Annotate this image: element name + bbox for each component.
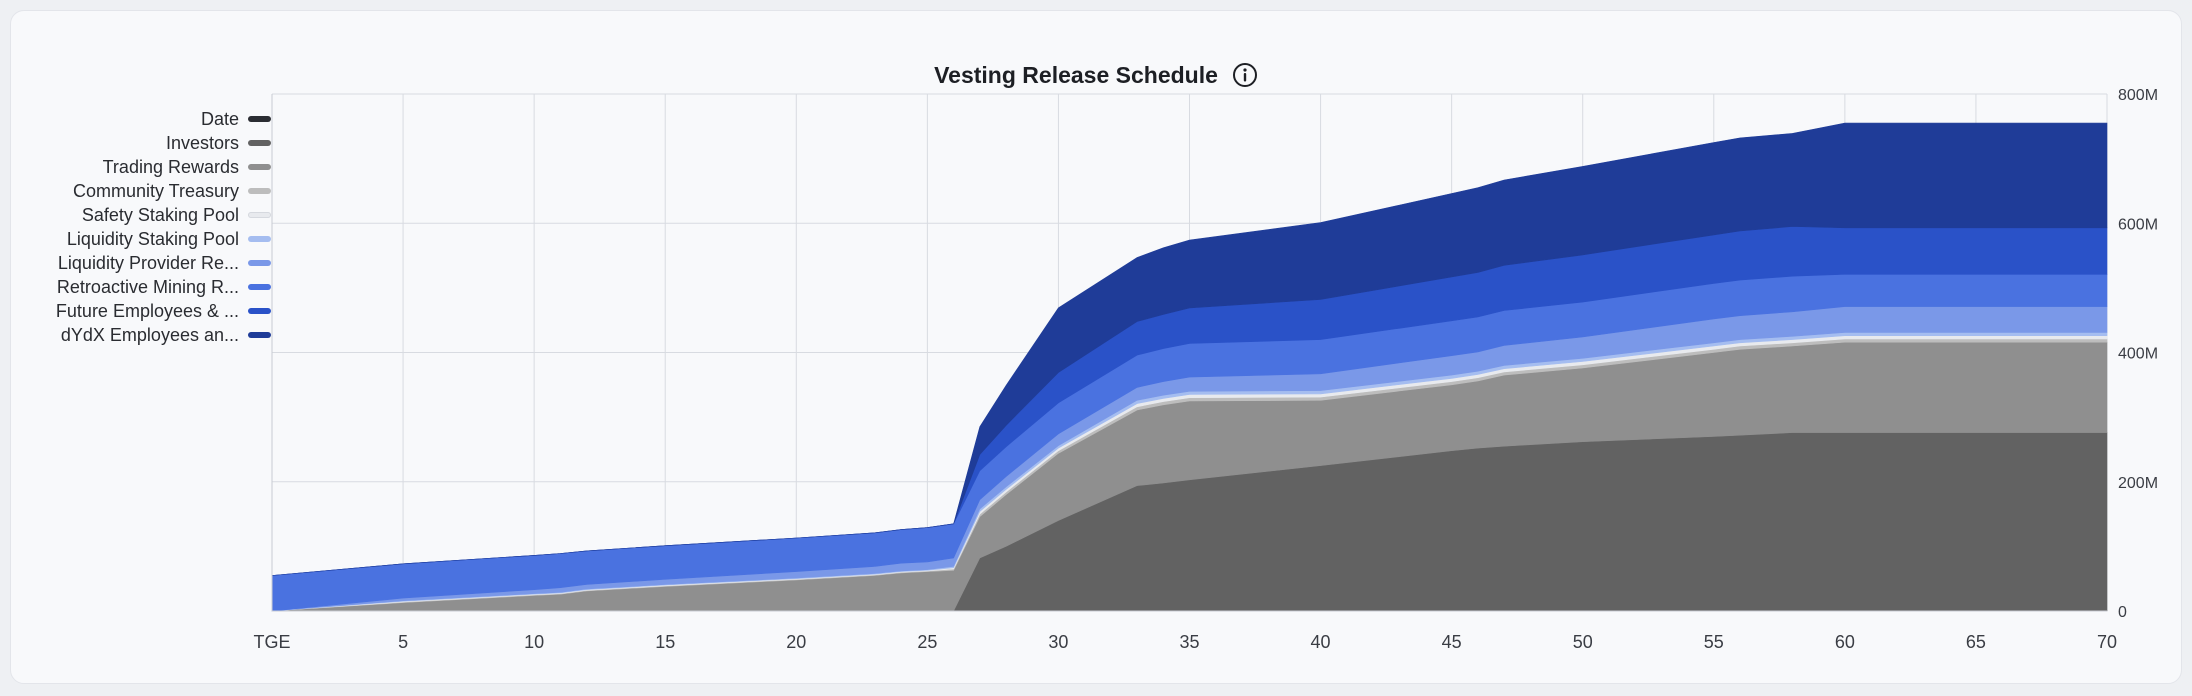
legend: Date Investors Trading Rewards Community Tr… <box>11 107 273 347</box>
legend-item[interactable]: Liquidity Provider Re... <box>11 251 273 275</box>
x-tick-label: 30 <box>1048 632 1068 652</box>
x-tick-label: 10 <box>524 632 544 652</box>
legend-label: Investors <box>165 132 239 153</box>
legend-swatch <box>248 332 271 338</box>
x-tick-label: 15 <box>655 632 675 652</box>
chart-title: Vesting Release Schedule <box>934 61 1218 88</box>
x-tick-label: 55 <box>1704 632 1724 652</box>
legend-item[interactable]: Community Treasury <box>11 179 273 203</box>
legend-swatch <box>248 188 271 194</box>
legend-swatch <box>248 260 271 266</box>
y-tick-label: 600M <box>2118 216 2158 233</box>
legend-label: Trading Rewards <box>102 156 239 177</box>
y-tick-label: 200M <box>2118 475 2158 492</box>
legend-swatch <box>248 284 271 290</box>
info-icon[interactable] <box>1232 62 1258 88</box>
x-tick-label: 70 <box>2097 632 2117 652</box>
legend-item[interactable]: Date <box>11 107 273 131</box>
x-tick-label: TGE <box>253 632 290 652</box>
area-series-dydx-employees-an <box>271 122 2108 576</box>
y-tick-label: 800M <box>2118 87 2158 104</box>
legend-label: Safety Staking Pool <box>81 204 239 225</box>
x-tick-label: 25 <box>917 632 937 652</box>
legend-swatch <box>248 308 271 314</box>
legend-swatch <box>248 236 271 242</box>
legend-item[interactable]: Liquidity Staking Pool <box>11 227 273 251</box>
x-tick-label: 45 <box>1442 632 1462 652</box>
legend-item[interactable]: dYdX Employees an... <box>11 323 273 347</box>
legend-label: Liquidity Provider Re... <box>57 252 239 273</box>
y-tick-label: 0 <box>2118 604 2127 621</box>
legend-item[interactable]: Trading Rewards <box>11 155 273 179</box>
y-tick-label: 400M <box>2118 346 2158 363</box>
legend-item[interactable]: Retroactive Mining R... <box>11 275 273 299</box>
x-tick-label: 65 <box>1966 632 1986 652</box>
legend-label: Date <box>200 108 239 129</box>
legend-item[interactable]: Future Employees & ... <box>11 299 273 323</box>
legend-swatch <box>248 212 271 218</box>
title-row: Vesting Release Schedule <box>11 59 2181 91</box>
legend-item[interactable]: Safety Staking Pool <box>11 203 273 227</box>
legend-item[interactable]: Investors <box>11 131 273 155</box>
x-tick-label: 35 <box>1179 632 1199 652</box>
x-tick-label: 60 <box>1835 632 1855 652</box>
legend-label: Retroactive Mining R... <box>56 276 239 297</box>
legend-label: Community Treasury <box>72 180 239 201</box>
legend-label: Future Employees & ... <box>55 300 239 321</box>
legend-swatch <box>248 140 271 146</box>
x-tick-label: 40 <box>1311 632 1331 652</box>
x-tick-label: 20 <box>786 632 806 652</box>
x-tick-label: 5 <box>398 632 408 652</box>
legend-label: Liquidity Staking Pool <box>66 228 239 249</box>
x-tick-label: 50 <box>1573 632 1593 652</box>
legend-swatch <box>248 116 271 122</box>
legend-label: dYdX Employees an... <box>60 324 239 345</box>
legend-swatch <box>248 164 271 170</box>
